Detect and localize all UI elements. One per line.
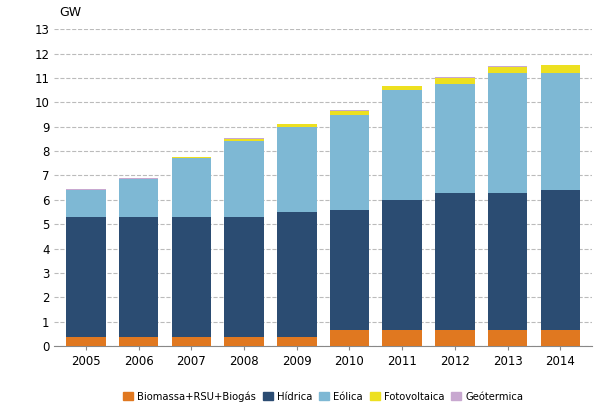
Bar [224, 139, 264, 141]
Bar [172, 217, 211, 337]
Bar [224, 217, 264, 337]
Bar [277, 212, 316, 337]
Bar [330, 111, 369, 115]
Bar [66, 190, 106, 217]
Bar [277, 127, 316, 212]
Bar [172, 337, 211, 346]
Bar [541, 190, 580, 329]
Legend: Biomassa+RSU+Biogás, Hídrica, Eólica, Fotovoltaica, Geótermica: Biomassa+RSU+Biogás, Hídrica, Eólica, Fo… [121, 389, 525, 404]
Bar [277, 337, 316, 346]
Bar [66, 217, 106, 337]
Bar [277, 124, 316, 127]
Bar [224, 337, 264, 346]
Bar [330, 329, 369, 346]
Bar [435, 193, 475, 329]
Bar [435, 329, 475, 346]
Bar [488, 193, 527, 329]
Bar [541, 329, 580, 346]
Bar [172, 158, 211, 217]
Bar [488, 329, 527, 346]
Bar [66, 189, 106, 190]
Bar [119, 178, 158, 179]
Bar [224, 141, 264, 217]
Bar [382, 90, 422, 200]
Bar [66, 337, 106, 346]
Bar [330, 115, 369, 210]
Bar [541, 73, 580, 190]
Bar [382, 200, 422, 329]
Text: GW: GW [60, 6, 82, 20]
Bar [382, 86, 422, 90]
Bar [172, 157, 211, 158]
Bar [435, 78, 475, 84]
Bar [119, 179, 158, 217]
Bar [119, 217, 158, 337]
Bar [382, 329, 422, 346]
Bar [488, 66, 527, 67]
Bar [119, 337, 158, 346]
Bar [488, 73, 527, 193]
Bar [435, 84, 475, 193]
Bar [488, 67, 527, 73]
Bar [224, 138, 264, 139]
Bar [541, 65, 580, 73]
Bar [330, 210, 369, 329]
